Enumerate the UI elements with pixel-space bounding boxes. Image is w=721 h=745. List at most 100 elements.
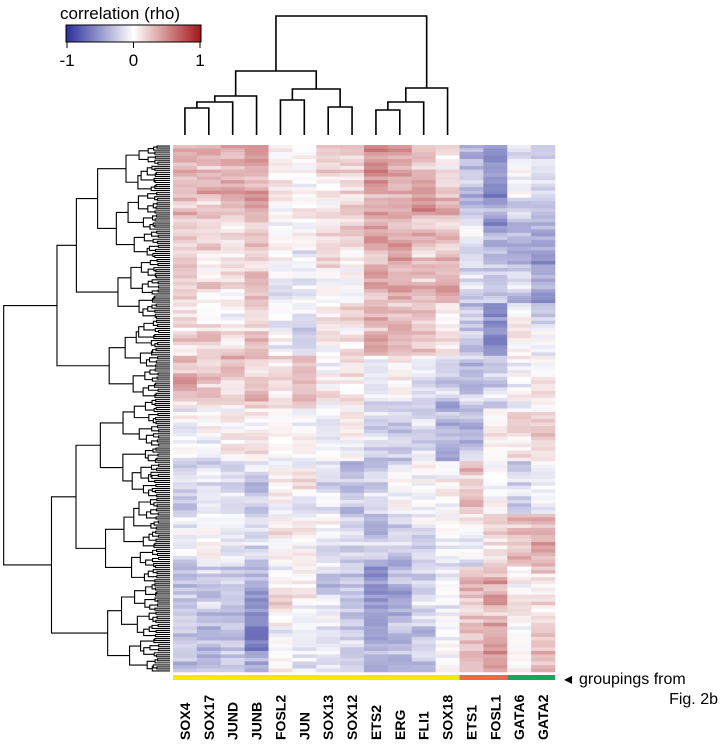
- heatmap-cell: [364, 401, 389, 406]
- heatmap-cell: [459, 390, 484, 395]
- dendrogram-branch: [156, 198, 170, 202]
- heatmap-cell: [220, 457, 245, 462]
- heatmap-cell: [244, 267, 269, 272]
- heatmap-cell: [316, 640, 341, 645]
- dendrogram-branch: [149, 645, 159, 651]
- heatmap-cell: [316, 443, 341, 448]
- heatmap-cell: [459, 359, 484, 364]
- heatmap-cell: [244, 271, 269, 276]
- heatmap-cell: [292, 310, 317, 314]
- heatmap-cell: [244, 264, 269, 269]
- heatmap-cell: [244, 650, 269, 655]
- heatmap-cell: [220, 236, 245, 241]
- heatmap-cell: [411, 570, 436, 574]
- heatmap-cell: [316, 647, 341, 652]
- heatmap-cell: [435, 176, 460, 181]
- heatmap-cell: [340, 563, 365, 567]
- heatmap-cell: [196, 352, 222, 357]
- heatmap-cell: [244, 570, 269, 574]
- heatmap-cell: [173, 615, 198, 620]
- heatmap-cell: [364, 334, 389, 339]
- heatmap-cell: [316, 232, 341, 237]
- heatmap-cell: [220, 433, 245, 437]
- heatmap-cell: [173, 296, 198, 300]
- heatmap-cell: [316, 246, 341, 251]
- heatmap-cell: [316, 450, 341, 455]
- heatmap-cell: [292, 517, 317, 522]
- heatmap-cell: [340, 397, 365, 402]
- heatmap-cell: [196, 387, 222, 392]
- heatmap-cell: [459, 640, 484, 645]
- dendrogram-branch: [147, 570, 157, 578]
- heatmap-cell: [387, 605, 413, 610]
- heatmap-cell: [292, 573, 317, 578]
- heatmap-cell: [292, 218, 317, 223]
- heatmap-cell: [220, 317, 245, 321]
- heatmap-cell: [196, 299, 222, 304]
- heatmap-cell: [268, 250, 293, 255]
- heatmap-cell: [483, 397, 508, 402]
- heatmap-cell: [173, 267, 198, 272]
- heatmap-cell: [316, 162, 341, 167]
- dendrogram-branch: [155, 538, 170, 542]
- heatmap-cell: [292, 464, 317, 469]
- heatmap-cell: [459, 253, 484, 258]
- heatmap-cell: [364, 636, 389, 641]
- heatmap-cell: [316, 229, 341, 234]
- heatmap-cell: [340, 499, 365, 504]
- heatmap-cell: [292, 612, 317, 617]
- heatmap-cell: [173, 468, 198, 473]
- heatmap-cell: [387, 520, 413, 525]
- dendrogram-branch: [156, 571, 170, 575]
- heatmap-cell: [316, 260, 341, 265]
- heatmap-cell: [507, 282, 532, 286]
- heatmap-cell: [364, 253, 389, 258]
- heatmap-cell: [244, 461, 269, 466]
- heatmap-cell: [316, 559, 341, 564]
- heatmap-cell: [483, 278, 508, 283]
- heatmap-cell: [459, 513, 484, 518]
- heatmap-cell: [340, 282, 365, 286]
- heatmap-cell: [507, 324, 532, 328]
- heatmap-cell: [411, 267, 436, 272]
- heatmap-cell: [268, 246, 293, 251]
- heatmap-cell: [364, 591, 389, 596]
- dendrogram-branch: [154, 155, 170, 159]
- heatmap-cell: [173, 282, 198, 286]
- heatmap-cell: [507, 496, 532, 501]
- heatmap-cell: [220, 492, 245, 497]
- dendrogram-branch: [131, 472, 144, 490]
- heatmap-cell: [483, 450, 508, 455]
- heatmap-cell: [411, 169, 436, 174]
- heatmap-cell: [483, 229, 508, 234]
- heatmap-cell: [387, 566, 413, 571]
- heatmap-cell: [316, 390, 341, 395]
- dendrogram-branch: [142, 217, 153, 228]
- heatmap-cell: [340, 296, 365, 300]
- heatmap-cell: [411, 253, 436, 258]
- heatmap-cell: [507, 369, 532, 374]
- heatmap-cell: [387, 489, 413, 494]
- heatmap-cell: [316, 499, 341, 504]
- dendrogram-branch: [155, 619, 170, 623]
- heatmap-cell: [196, 201, 222, 206]
- dendrogram-branch: [158, 429, 170, 433]
- heatmap-cell: [483, 643, 508, 648]
- heatmap-cell: [387, 246, 413, 251]
- heatmap-cell: [173, 587, 198, 592]
- heatmap-cell: [316, 278, 341, 283]
- heatmap-cell: [531, 169, 556, 174]
- heatmap-cell: [196, 580, 222, 585]
- heatmap-cell: [435, 492, 460, 497]
- heatmap-cell: [507, 362, 532, 367]
- heatmap-cell: [435, 204, 460, 209]
- heatmap-cell: [268, 278, 293, 283]
- heatmap-cell: [435, 278, 460, 283]
- heatmap-cell: [364, 657, 389, 662]
- heatmap-cell: [364, 285, 389, 290]
- heatmap-cell: [196, 366, 222, 371]
- heatmap-cell: [435, 313, 460, 318]
- heatmap-cell: [244, 563, 269, 567]
- row-dendrogram: [3, 145, 170, 672]
- heatmap-cell: [459, 545, 484, 550]
